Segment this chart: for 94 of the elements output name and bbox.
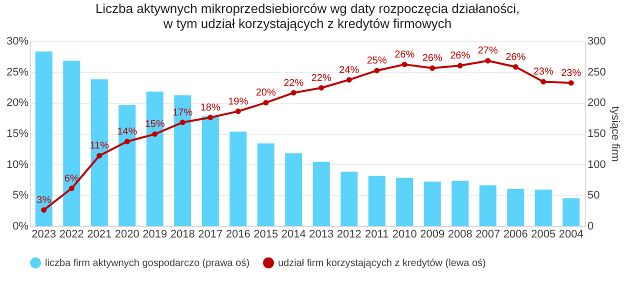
data-label: 26% bbox=[450, 50, 470, 62]
bar bbox=[562, 198, 580, 226]
x-tick-label: 2014 bbox=[281, 228, 306, 240]
legend-label: liczba firm aktywnych gospodarczo (prawa oś) bbox=[45, 258, 250, 269]
point bbox=[68, 186, 74, 192]
y-tick-label: 5% bbox=[12, 190, 29, 202]
y2-tick-label: 100 bbox=[588, 158, 606, 171]
data-label: 22% bbox=[311, 72, 332, 84]
point bbox=[263, 100, 269, 106]
point bbox=[318, 85, 324, 91]
y-tick-label: 15% bbox=[6, 128, 29, 140]
y2-tick-label: 150 bbox=[588, 128, 606, 140]
x-tick-label: 2010 bbox=[392, 228, 417, 240]
y2-tick-label: 300 bbox=[588, 36, 606, 48]
bar bbox=[368, 176, 386, 226]
point bbox=[96, 152, 102, 158]
x-tick-label: 2016 bbox=[226, 228, 250, 240]
point bbox=[346, 77, 352, 83]
point bbox=[430, 65, 436, 71]
bar bbox=[202, 116, 219, 226]
bar bbox=[396, 178, 414, 226]
x-tick-label: 2020 bbox=[114, 228, 140, 240]
x-tick-label: 2012 bbox=[336, 228, 362, 240]
chart-subtitle: w tym udział korzystających z kredytów firmowych bbox=[162, 16, 452, 31]
y-tick-label: 20% bbox=[6, 97, 29, 110]
x-tick-label: 2021 bbox=[87, 228, 112, 240]
data-label: 27% bbox=[478, 46, 498, 57]
x-tick-label: 2005 bbox=[531, 228, 556, 240]
bar bbox=[507, 189, 524, 226]
point bbox=[568, 80, 574, 86]
data-label: 24% bbox=[339, 64, 360, 76]
point bbox=[485, 58, 491, 64]
point bbox=[41, 207, 47, 213]
point bbox=[402, 62, 408, 68]
bar bbox=[118, 105, 136, 226]
bar bbox=[146, 92, 164, 226]
y2-axis-title: tysiące firm bbox=[608, 106, 621, 162]
bar bbox=[424, 182, 441, 226]
x-tick-label: 2007 bbox=[476, 228, 500, 240]
data-label: 26% bbox=[506, 52, 526, 63]
x-tick-label: 2019 bbox=[142, 228, 168, 240]
bar bbox=[285, 153, 302, 226]
x-tick-label: 2018 bbox=[170, 228, 195, 240]
data-label: 19% bbox=[228, 96, 248, 108]
y2-tick-label: 50 bbox=[588, 190, 600, 202]
x-tick-label: 2004 bbox=[558, 228, 584, 240]
bar bbox=[534, 190, 552, 226]
point bbox=[235, 108, 241, 114]
x-tick-label: 2008 bbox=[448, 228, 472, 240]
data-label: 3% bbox=[36, 194, 52, 206]
point bbox=[152, 131, 158, 137]
bar bbox=[452, 180, 469, 226]
bar bbox=[340, 172, 358, 226]
point bbox=[512, 64, 518, 70]
bar bbox=[90, 79, 108, 226]
y-tick-label: 25% bbox=[6, 66, 29, 78]
x-tick-label: 2011 bbox=[365, 228, 389, 240]
x-tick-label: 2023 bbox=[32, 228, 56, 240]
point bbox=[124, 138, 130, 144]
y2-tick-label: 250 bbox=[588, 66, 606, 78]
x-tick-label: 2013 bbox=[309, 228, 334, 240]
bar bbox=[312, 162, 330, 226]
bar bbox=[230, 132, 247, 226]
y-tick-label: 30% bbox=[6, 36, 29, 48]
data-label: 26% bbox=[394, 49, 415, 60]
x-tick-label: 2022 bbox=[59, 228, 84, 240]
bar bbox=[35, 51, 52, 226]
chart-title: Liczba aktywnych mikroprzedsiebiorców wg daty rozpoczęcia działaności, bbox=[95, 1, 520, 16]
x-tick-label: 2006 bbox=[503, 228, 528, 240]
data-label: 23% bbox=[561, 68, 582, 79]
bar bbox=[174, 95, 192, 226]
data-label: 22% bbox=[284, 78, 304, 89]
point bbox=[457, 62, 463, 68]
legend-label: udział firm korzystających z kredytów (lewa oś) bbox=[278, 258, 486, 269]
x-tick-label: 2015 bbox=[254, 228, 278, 240]
data-label: 20% bbox=[256, 88, 276, 99]
data-label: 25% bbox=[366, 56, 387, 67]
x-tick-label: 2017 bbox=[198, 228, 223, 240]
y-tick-label: 0% bbox=[12, 220, 29, 232]
data-label: 23% bbox=[533, 66, 554, 78]
y-tick-label: 10% bbox=[6, 158, 29, 171]
point bbox=[540, 78, 546, 84]
data-label: 18% bbox=[200, 102, 220, 114]
data-label: 26% bbox=[422, 53, 442, 64]
point bbox=[208, 114, 214, 120]
bar bbox=[63, 60, 80, 226]
point bbox=[290, 90, 296, 96]
point bbox=[180, 120, 186, 126]
y2-tick-label: 0 bbox=[588, 220, 594, 232]
x-tick-label: 2009 bbox=[420, 228, 445, 240]
bar bbox=[479, 185, 496, 226]
point bbox=[374, 68, 380, 74]
bar bbox=[257, 143, 274, 226]
y2-tick-label: 200 bbox=[588, 97, 606, 110]
